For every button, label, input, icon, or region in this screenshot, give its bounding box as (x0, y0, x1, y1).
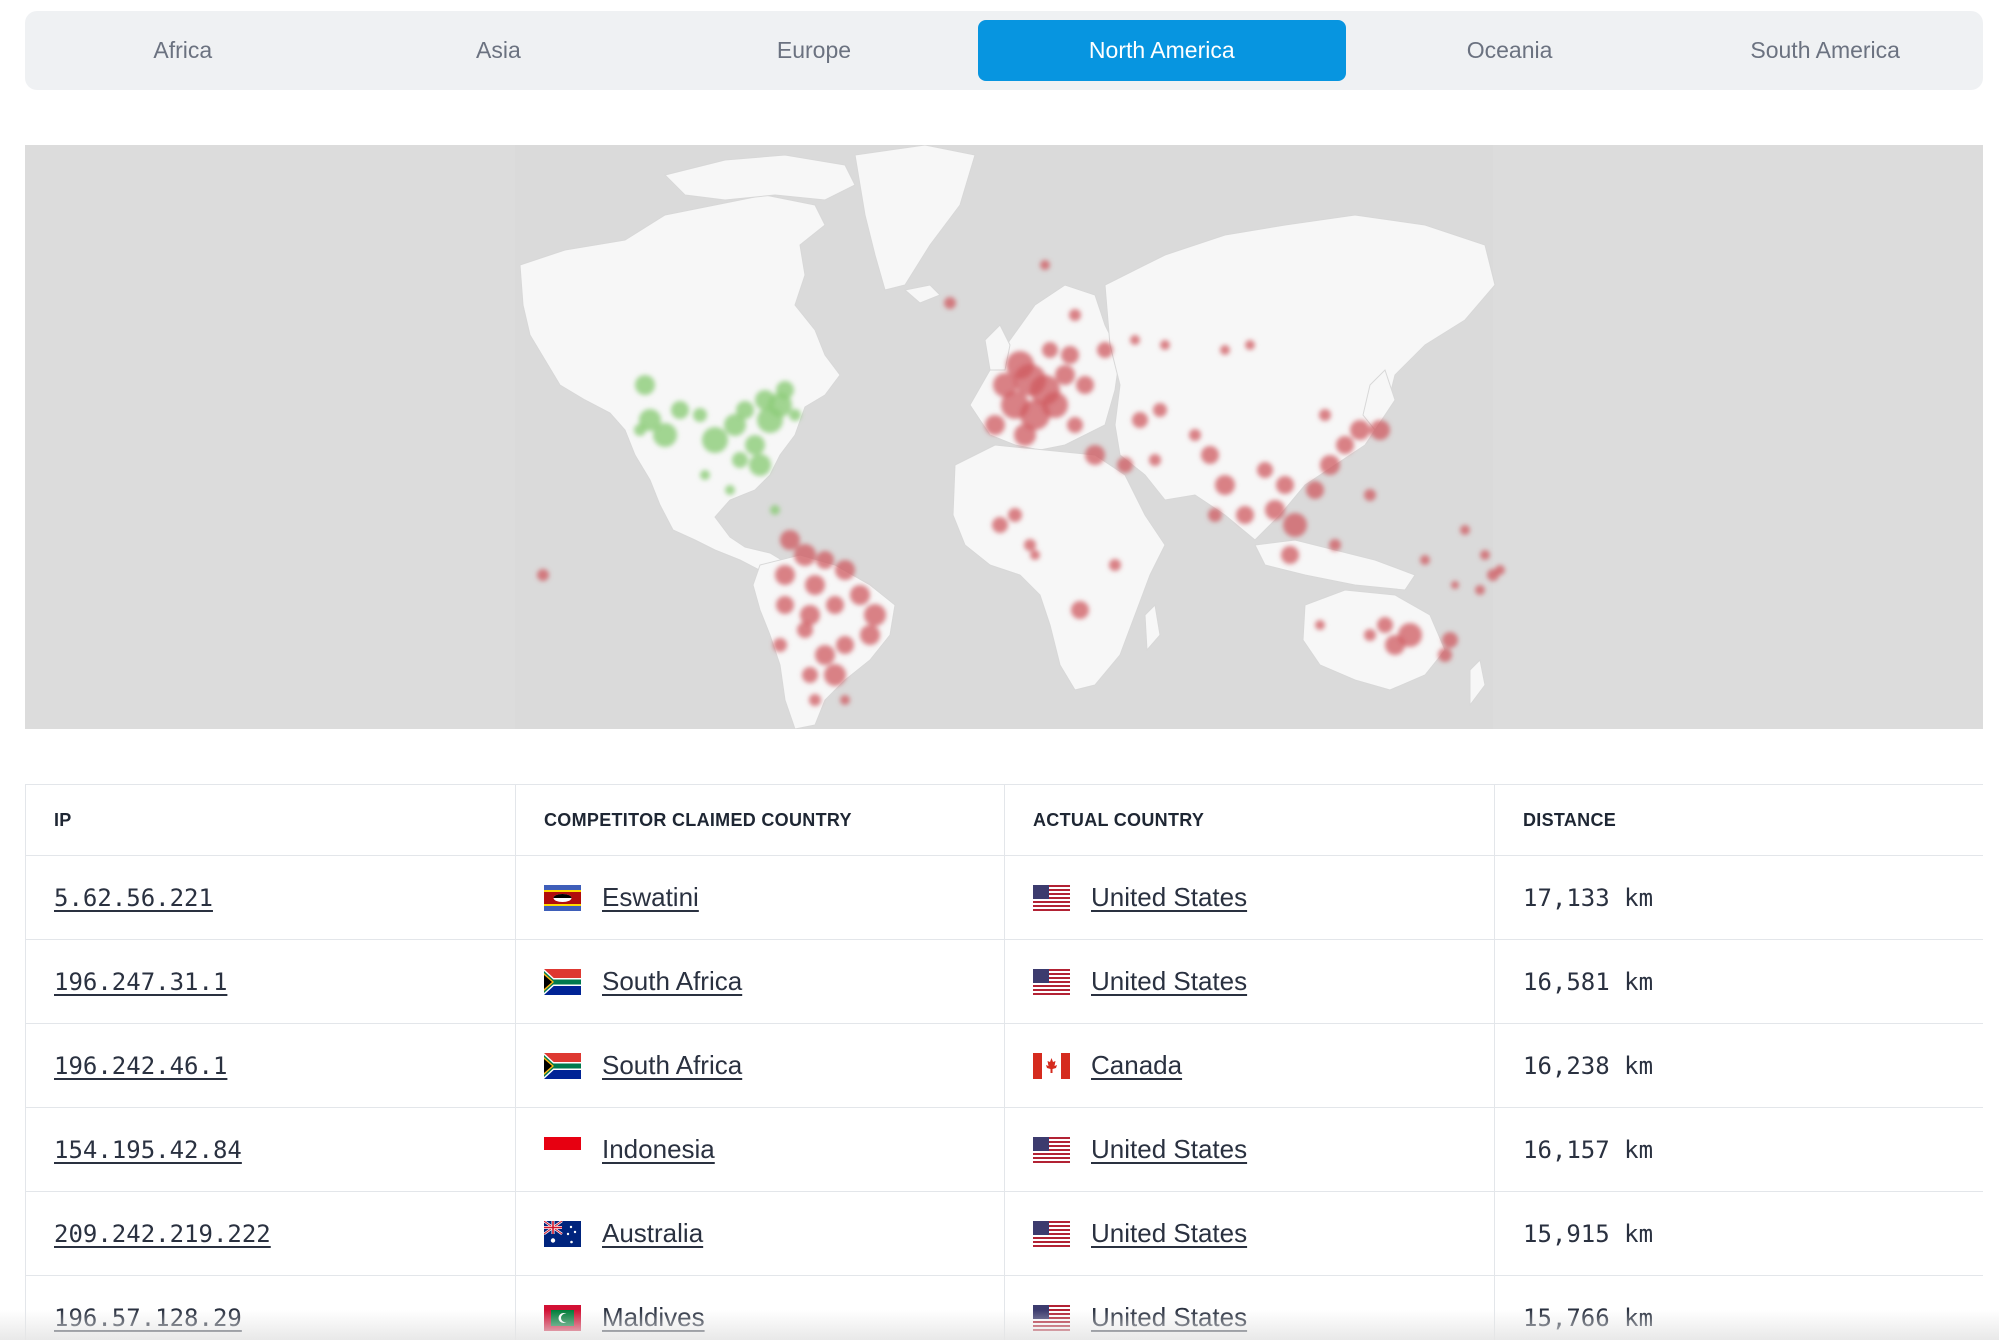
table-row: 209.242.219.222 Australia United States … (25, 1191, 1983, 1276)
ip-link[interactable]: 209.242.219.222 (54, 1220, 271, 1248)
land-arctic-islands (664, 154, 856, 201)
claimed-country-cell: South Africa (515, 1023, 1005, 1108)
tab-north-america[interactable]: North America (977, 20, 1346, 81)
tab-asia[interactable]: Asia (476, 37, 521, 63)
distance-cell: 15,915 km (1494, 1191, 1983, 1276)
land-uk (984, 324, 1011, 371)
indonesia-flag-icon (544, 1137, 581, 1163)
actual-country-link[interactable]: United States (1091, 882, 1248, 912)
claimed-country-cell: Eswatini (515, 855, 1005, 940)
claimed-location-markers (537, 260, 1505, 706)
distance-value: 16,157 km (1523, 1136, 1654, 1164)
distance-cell: 16,581 km (1494, 939, 1983, 1024)
distance-value: 16,238 km (1523, 1052, 1654, 1080)
ip-link[interactable]: 154.195.42.84 (54, 1136, 242, 1164)
actual-country-cell: United States (1004, 855, 1495, 940)
land-new-zealand (1469, 658, 1486, 707)
distance-cell: 16,238 km (1494, 1023, 1983, 1108)
land-iceland (903, 284, 941, 304)
table-row: 196.242.46.1 South Africa Canada 16,238 … (25, 1023, 1983, 1108)
claimed-country-link[interactable]: Indonesia (602, 1134, 715, 1164)
ip-cell: 209.242.219.222 (25, 1191, 516, 1276)
tab-south-america[interactable]: South America (1750, 37, 1900, 63)
actual-country-cell: United States (1004, 939, 1495, 1024)
ip-link[interactable]: 5.62.56.221 (54, 884, 213, 912)
south-africa-flag-icon (544, 969, 581, 995)
results-table: IP COMPETITOR CLAIMED COUNTRY ACTUAL COU… (25, 784, 1983, 1340)
actual-country-link[interactable]: United States (1091, 966, 1248, 996)
distance-cell: 16,157 km (1494, 1107, 1983, 1192)
world-map-svg (25, 145, 1983, 729)
land-madagascar (1144, 603, 1161, 652)
ip-link[interactable]: 196.247.31.1 (54, 968, 228, 996)
actual-country-link[interactable]: United States (1091, 1218, 1248, 1248)
land-north-america (519, 194, 841, 574)
actual-location-markers (634, 375, 801, 515)
ip-link[interactable]: 196.242.46.1 (54, 1052, 228, 1080)
claimed-country-cell: South Africa (515, 939, 1005, 1024)
region-tabs: Africa Asia Europe North America Oceania… (25, 11, 1983, 90)
column-header-actual-country: ACTUAL COUNTRY (1004, 784, 1495, 856)
claimed-country-link[interactable]: South Africa (602, 966, 743, 996)
actual-country-cell: United States (1004, 1107, 1495, 1192)
actual-country-link[interactable]: Canada (1091, 1050, 1183, 1080)
australia-flag-icon (544, 1221, 581, 1247)
claimed-country-link[interactable]: Eswatini (602, 882, 699, 912)
scroll-fade (0, 1310, 1999, 1340)
us-flag-icon (1033, 1137, 1070, 1163)
us-flag-icon (1033, 1221, 1070, 1247)
claimed-country-cell: Australia (515, 1191, 1005, 1276)
ip-cell: 154.195.42.84 (25, 1107, 516, 1192)
distance-value: 17,133 km (1523, 884, 1654, 912)
land-greenland (854, 145, 976, 291)
table-row: 154.195.42.84 Indonesia United States 16… (25, 1107, 1983, 1192)
world-map[interactable] (25, 145, 1983, 729)
ip-cell: 5.62.56.221 (25, 855, 516, 940)
column-header-distance: DISTANCE (1494, 784, 1983, 856)
south-africa-flag-icon (544, 1053, 581, 1079)
distance-value: 16,581 km (1523, 968, 1654, 996)
us-flag-icon (1033, 969, 1070, 995)
results-table-container: IP COMPETITOR CLAIMED COUNTRY ACTUAL COU… (25, 784, 1983, 1340)
distance-value: 15,915 km (1523, 1220, 1654, 1248)
canada-flag-icon (1033, 1053, 1070, 1079)
tab-africa[interactable]: Africa (153, 37, 213, 63)
us-flag-icon (1033, 885, 1070, 911)
column-header-claimed-country: COMPETITOR CLAIMED COUNTRY (515, 784, 1005, 856)
land-japan (1362, 369, 1396, 431)
table-header-row: IP COMPETITOR CLAIMED COUNTRY ACTUAL COU… (25, 784, 1983, 856)
table-row: 196.247.31.1 South Africa United States … (25, 939, 1983, 1024)
actual-country-cell: United States (1004, 1191, 1495, 1276)
tab-oceania[interactable]: Oceania (1466, 37, 1553, 63)
ip-cell: 196.242.46.1 (25, 1023, 516, 1108)
actual-country-cell: Canada (1004, 1023, 1495, 1108)
claimed-country-cell: Indonesia (515, 1107, 1005, 1192)
actual-country-link[interactable]: United States (1091, 1134, 1248, 1164)
tab-europe[interactable]: Europe (776, 37, 852, 63)
eswatini-flag-icon (544, 885, 581, 911)
claimed-country-link[interactable]: South Africa (602, 1050, 743, 1080)
claimed-country-link[interactable]: Australia (602, 1218, 704, 1248)
ip-cell: 196.247.31.1 (25, 939, 516, 1024)
table-row: 5.62.56.221 Eswatini United States 17,13… (25, 855, 1983, 940)
land-australia (1302, 589, 1446, 691)
column-header-ip: IP (25, 784, 516, 856)
distance-cell: 17,133 km (1494, 855, 1983, 940)
